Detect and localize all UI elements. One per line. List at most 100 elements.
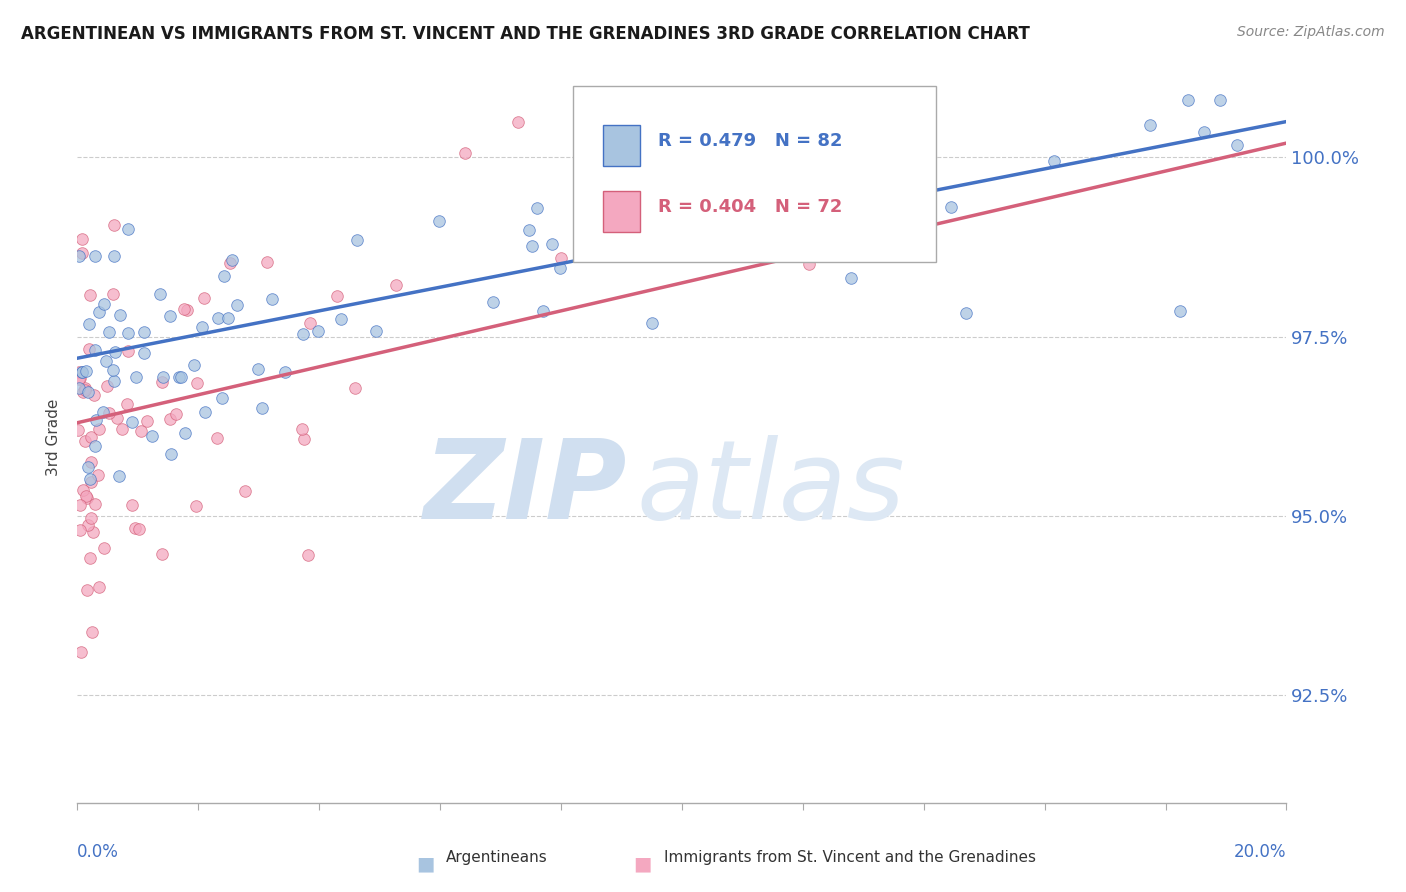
Point <box>531 303 554 318</box>
Point <box>176 302 198 317</box>
Point <box>73 434 96 449</box>
Point <box>955 305 977 319</box>
Point <box>170 369 193 384</box>
Point <box>221 252 243 267</box>
Point <box>124 520 146 534</box>
Point <box>291 422 314 436</box>
Point <box>233 483 256 498</box>
Point <box>650 120 672 135</box>
Point <box>246 362 269 376</box>
Point <box>69 371 91 385</box>
Point <box>384 277 406 292</box>
Point <box>79 511 101 525</box>
Point <box>329 311 352 326</box>
Point <box>84 343 107 358</box>
Point <box>799 257 821 271</box>
Point <box>125 369 148 384</box>
Point <box>211 391 233 405</box>
Point <box>103 375 125 389</box>
Text: R = 0.404   N = 72: R = 0.404 N = 72 <box>658 198 842 216</box>
Point <box>149 287 172 301</box>
Point <box>121 498 143 512</box>
Point <box>87 467 110 482</box>
Point <box>79 472 101 486</box>
Point <box>73 383 96 397</box>
Point <box>291 326 314 341</box>
Bar <box>603 126 640 167</box>
Point <box>298 316 321 330</box>
Point <box>67 424 90 438</box>
Point <box>79 551 101 566</box>
Point <box>366 324 388 338</box>
Text: atlas: atlas <box>636 434 904 541</box>
Point <box>117 344 139 359</box>
Point <box>67 372 90 386</box>
Point <box>77 460 100 475</box>
Point <box>1139 118 1161 132</box>
Point <box>1226 138 1249 153</box>
Point <box>84 413 107 427</box>
Point <box>191 319 214 334</box>
Point <box>93 541 115 555</box>
Point <box>75 364 97 378</box>
Point <box>186 376 208 391</box>
Point <box>193 291 215 305</box>
Bar <box>603 191 640 232</box>
Point <box>94 354 117 368</box>
Point <box>82 524 104 539</box>
Text: ARGENTINEAN VS IMMIGRANTS FROM ST. VINCENT AND THE GRENADINES 3RD GRADE CORRELAT: ARGENTINEAN VS IMMIGRANTS FROM ST. VINCE… <box>21 25 1031 43</box>
Point <box>129 424 152 438</box>
Point <box>167 370 190 384</box>
Point <box>80 430 103 444</box>
Point <box>89 422 111 436</box>
Point <box>173 301 195 316</box>
Point <box>72 483 94 498</box>
Point <box>76 491 98 506</box>
Point <box>165 407 187 421</box>
Text: 0.0%: 0.0% <box>77 843 120 861</box>
Point <box>105 411 128 425</box>
FancyBboxPatch shape <box>574 86 936 261</box>
Point <box>217 310 239 325</box>
Point <box>134 325 156 339</box>
Point <box>97 406 120 420</box>
Text: ZIP: ZIP <box>425 434 627 541</box>
Point <box>183 358 205 372</box>
Point <box>908 232 931 246</box>
Point <box>292 432 315 446</box>
Point <box>718 136 741 150</box>
Point <box>93 296 115 310</box>
Point <box>226 298 249 312</box>
Point <box>67 365 90 379</box>
Point <box>150 375 173 389</box>
Point <box>108 469 131 483</box>
Point <box>526 201 548 215</box>
Point <box>482 294 505 309</box>
Point <box>132 345 155 359</box>
Point <box>89 305 111 319</box>
Point <box>325 289 347 303</box>
Point <box>84 439 107 453</box>
Point <box>159 309 181 323</box>
Point <box>839 271 862 285</box>
Point <box>121 415 143 429</box>
Point <box>274 365 297 379</box>
Text: Immigrants from St. Vincent and the Grenadines: Immigrants from St. Vincent and the Gren… <box>664 850 1036 865</box>
Point <box>72 232 94 246</box>
Point <box>346 234 368 248</box>
Point <box>344 381 367 395</box>
Text: Argentineans: Argentineans <box>446 850 548 865</box>
Point <box>70 365 93 379</box>
Point <box>520 239 543 253</box>
Point <box>69 645 91 659</box>
Point <box>76 582 98 597</box>
Text: ■: ■ <box>634 854 652 873</box>
Point <box>429 214 451 228</box>
Text: ■: ■ <box>416 854 434 873</box>
Point <box>1192 125 1215 139</box>
Point <box>111 422 134 436</box>
Point <box>77 385 100 400</box>
Point <box>70 246 93 260</box>
Point <box>103 218 125 232</box>
Point <box>77 317 100 331</box>
